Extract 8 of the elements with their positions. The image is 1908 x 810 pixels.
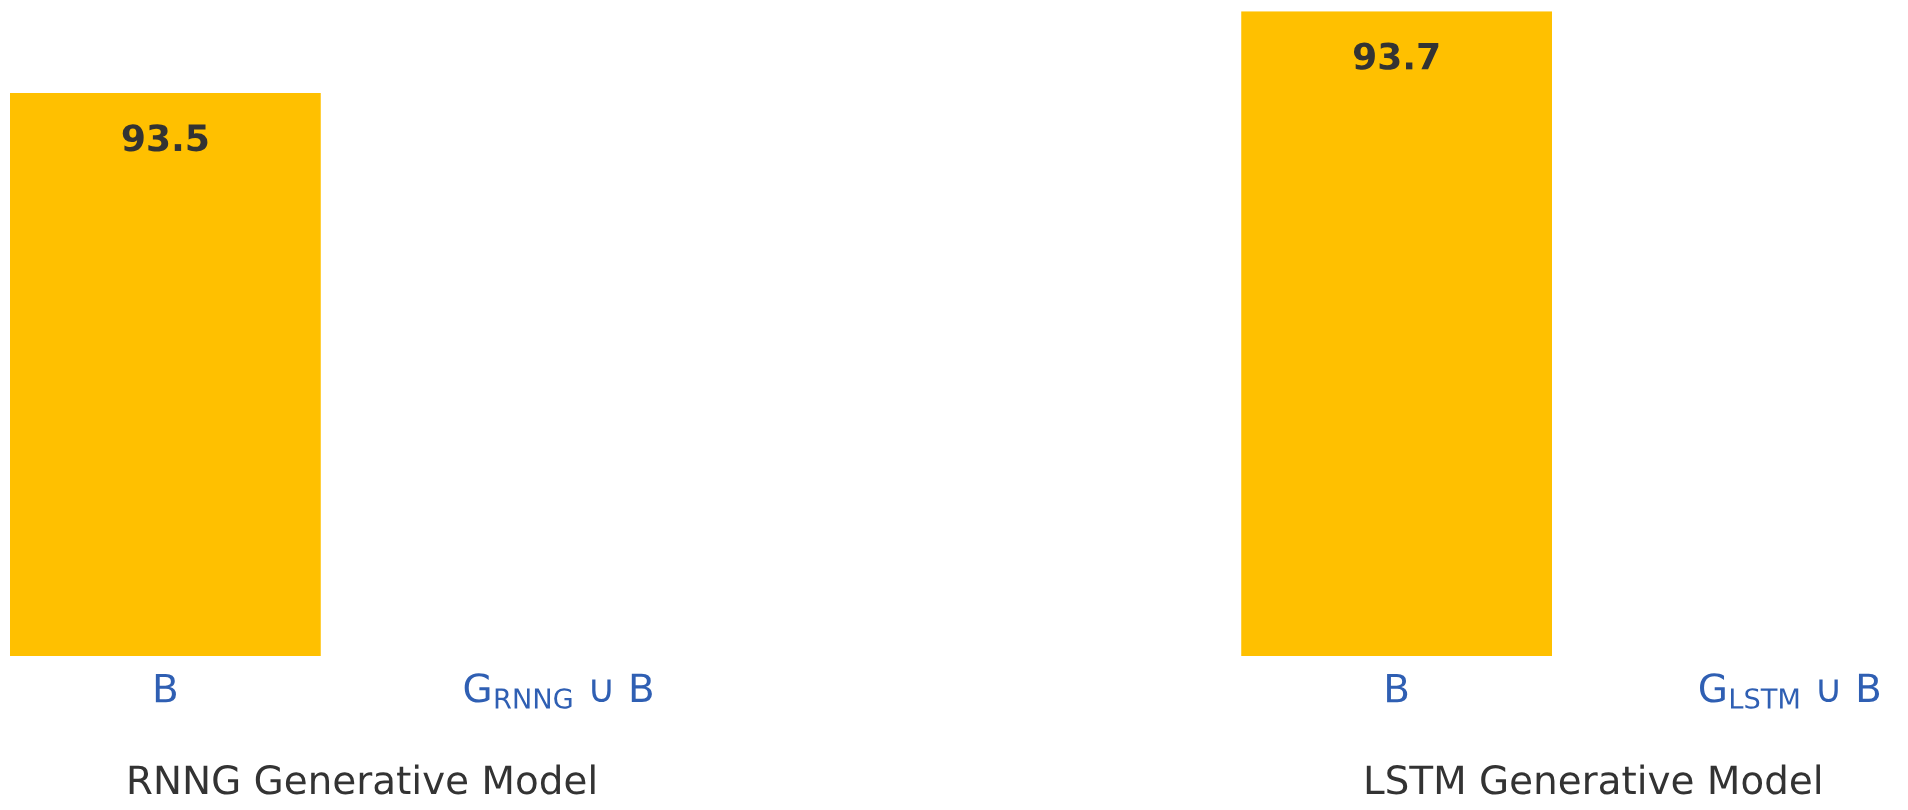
data-label: 93.5 [122,124,208,152]
data-label: 93.7 [1353,42,1439,70]
text: RNNG Generative Model [129,764,595,795]
x-tick-label: B [155,673,176,703]
text: LSTM Generative Model [1366,764,1820,795]
x-tick-label: G$_{RNNG}$ ∪ B [464,673,652,709]
x-tick-label: G$_{LSTM}$ ∪ B [1700,673,1880,709]
x-tick-label: B [1387,673,1408,703]
